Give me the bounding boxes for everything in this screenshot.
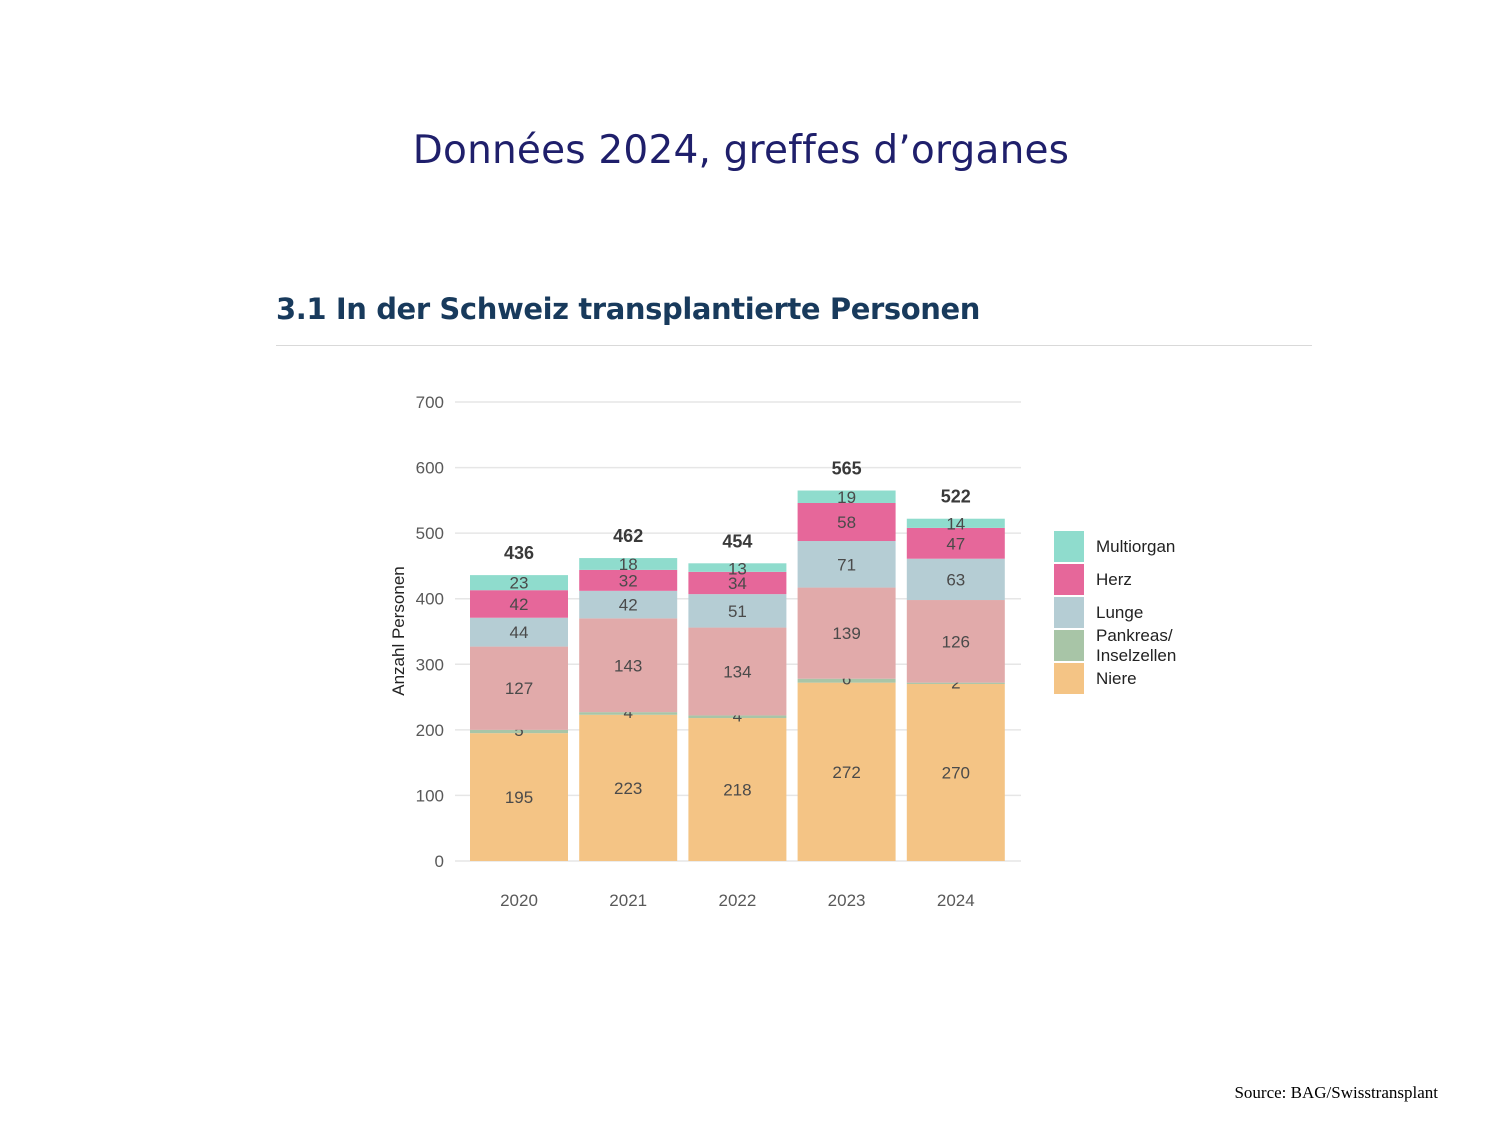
y-tick-label: 700 — [416, 393, 444, 412]
bar-segment-herz-2020 — [470, 590, 568, 618]
bar-segment-leber-2021 — [579, 618, 678, 713]
bar-segment-herz-2023 — [797, 502, 896, 542]
bar-segment-pankreas-2021 — [579, 712, 678, 715]
bar-segment-multiorgan-2021 — [579, 558, 678, 570]
y-tick-label: 500 — [416, 524, 444, 543]
data-label-pankreas-2022: 4 — [733, 706, 742, 725]
y-tick-label: 0 — [435, 852, 444, 871]
total-label-2020: 436 — [504, 543, 534, 563]
data-label-leber-2022: 134 — [723, 662, 751, 681]
x-tick-label: 2022 — [718, 891, 756, 910]
bar-segment-lunge-2023 — [797, 541, 896, 588]
legend-label-multiorgan: Multiorgan — [1096, 537, 1175, 556]
legend-key-pankreas — [1054, 630, 1084, 661]
y-tick-label: 600 — [416, 459, 444, 478]
total-label-2022: 454 — [722, 531, 752, 551]
y-tick-label: 400 — [416, 590, 444, 609]
data-label-multiorgan-2020: 23 — [510, 574, 529, 593]
bar-segment-lunge-2022 — [688, 594, 787, 628]
bar-segment-niere-2021 — [579, 714, 678, 861]
legend-label-lunge: Lunge — [1096, 603, 1143, 622]
x-tick-label: 2020 — [500, 891, 538, 910]
data-label-niere-2020: 195 — [505, 788, 533, 807]
bar-segment-leber-2023 — [797, 587, 896, 679]
bar-segment-leber-2020 — [470, 646, 568, 730]
bar-segment-multiorgan-2024 — [906, 518, 1005, 528]
bar-segment-niere-2023 — [797, 682, 896, 861]
x-tick-label: 2023 — [828, 891, 866, 910]
bar-segment-niere-2024 — [906, 683, 1005, 861]
bar-segment-multiorgan-2022 — [688, 563, 787, 572]
data-label-herz-2024: 47 — [946, 534, 965, 553]
bar-segment-herz-2024 — [906, 527, 1005, 559]
data-label-multiorgan-2024: 14 — [946, 515, 965, 534]
data-label-leber-2023: 139 — [832, 624, 860, 643]
bar-segment-niere-2020 — [470, 733, 568, 861]
source-note: Source: BAG/Swisstransplant — [1234, 1083, 1438, 1102]
data-label-multiorgan-2021: 18 — [619, 555, 638, 574]
bar-segment-pankreas-2020 — [470, 729, 568, 734]
legend-key-herz — [1054, 564, 1084, 595]
data-label-pankreas-2023: 6 — [842, 670, 851, 689]
data-label-niere-2024: 270 — [942, 763, 970, 782]
bar-segment-pankreas-2024 — [906, 682, 1005, 684]
legend-key-niere — [1054, 663, 1084, 694]
bar-segment-pankreas-2023 — [797, 678, 896, 683]
y-tick-label: 100 — [416, 786, 444, 805]
bar-segment-niere-2022 — [688, 718, 787, 861]
legend-label-niere: Niere — [1096, 669, 1137, 688]
total-label-2023: 565 — [832, 459, 862, 479]
data-label-herz-2022: 34 — [728, 574, 747, 593]
data-label-pankreas-2024: 2 — [951, 674, 960, 693]
data-label-herz-2020: 42 — [510, 595, 529, 614]
data-label-niere-2022: 218 — [723, 781, 751, 800]
slide-title: Données 2024, greffes d’organes — [412, 128, 1070, 173]
data-label-herz-2023: 58 — [837, 513, 856, 532]
y-tick-label: 200 — [416, 721, 444, 740]
data-label-lunge-2022: 51 — [728, 602, 747, 621]
bar-segment-pankreas-2022 — [688, 715, 787, 719]
x-tick-label: 2024 — [937, 891, 975, 910]
data-label-niere-2023: 272 — [832, 763, 860, 782]
data-label-lunge-2023: 71 — [837, 555, 856, 574]
bar-segment-multiorgan-2023 — [797, 490, 896, 503]
data-label-multiorgan-2022: 13 — [728, 559, 747, 578]
bar-segment-lunge-2021 — [579, 590, 678, 619]
bar-segment-lunge-2020 — [470, 617, 568, 647]
x-tick-label: 2021 — [609, 891, 647, 910]
data-label-lunge-2020: 44 — [510, 623, 529, 642]
legend-label-herz: Herz — [1096, 570, 1132, 589]
data-label-niere-2021: 223 — [614, 779, 642, 798]
section-divider — [276, 345, 1312, 346]
y-tick-label: 300 — [416, 655, 444, 674]
legend-key-lunge — [1054, 597, 1084, 628]
section-title: 3.1 In der Schweiz transplantierte Perso… — [276, 292, 981, 326]
data-label-pankreas-2021: 4 — [623, 703, 632, 722]
data-label-lunge-2024: 63 — [946, 570, 965, 589]
data-label-leber-2021: 143 — [614, 656, 642, 675]
bar-segment-leber-2022 — [688, 627, 787, 716]
data-label-herz-2021: 32 — [619, 571, 638, 590]
data-label-leber-2020: 127 — [505, 679, 533, 698]
bar-segment-herz-2021 — [579, 569, 678, 591]
bar-segment-lunge-2024 — [906, 558, 1005, 601]
legend-key-multiorgan — [1054, 531, 1084, 562]
data-label-multiorgan-2023: 19 — [837, 488, 856, 507]
bar-segment-herz-2022 — [688, 571, 787, 595]
data-label-lunge-2021: 42 — [619, 596, 638, 615]
total-label-2021: 462 — [613, 526, 643, 546]
total-label-2024: 522 — [941, 487, 971, 507]
legend-label-pankreas: Pankreas/Inselzellen — [1096, 626, 1176, 665]
bar-segment-leber-2024 — [906, 600, 1005, 683]
data-label-leber-2024: 126 — [942, 632, 970, 651]
data-label-pankreas-2020: 5 — [514, 721, 523, 740]
y-axis-label: Anzahl Personen — [389, 566, 408, 695]
bar-segment-multiorgan-2020 — [470, 575, 568, 591]
